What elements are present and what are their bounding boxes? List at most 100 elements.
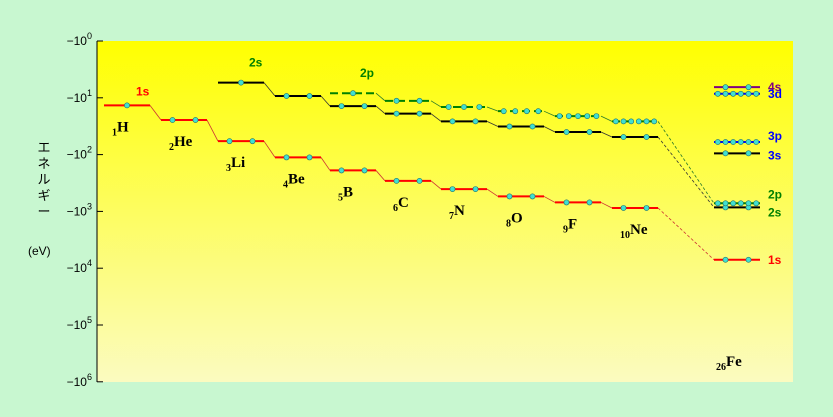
electron-dot	[338, 103, 345, 110]
electron-dot	[620, 118, 627, 125]
connector-2s	[600, 131, 613, 138]
electron-dot	[745, 84, 752, 91]
electron-dot	[283, 93, 290, 99]
element-label: 3Li	[226, 155, 245, 174]
electron-dot	[737, 200, 744, 207]
electron-dot	[449, 186, 456, 193]
electron-dot	[722, 256, 729, 263]
electron-dot	[338, 167, 345, 174]
connector-1s	[543, 196, 556, 203]
electron-dot	[722, 139, 729, 145]
electron-dot	[745, 200, 752, 207]
orbital-label: 2s	[249, 56, 263, 70]
connector-1s	[657, 207, 715, 261]
electron-dot	[449, 118, 456, 125]
orbital-label: 4s	[768, 80, 782, 94]
element-label: 8O	[506, 210, 523, 229]
orbital-label: 2p	[768, 187, 782, 201]
electron-dot	[476, 104, 483, 110]
electron-dot	[124, 102, 130, 109]
electron-dot	[445, 104, 452, 110]
y-axis-label: エネルギー	[37, 141, 50, 220]
electron-dot	[620, 205, 627, 211]
electron-dot	[651, 118, 658, 125]
electron-dot	[461, 104, 467, 110]
electron-dot	[350, 90, 356, 97]
electron-dot	[169, 117, 176, 123]
connector-2s	[320, 95, 331, 107]
electron-dot	[745, 150, 752, 157]
electron-dot	[393, 110, 400, 117]
electron-dot	[575, 113, 581, 120]
electron-dot	[753, 200, 760, 207]
connector-2p	[600, 115, 613, 122]
orbital-label: 1s	[768, 253, 782, 267]
connector-2s	[543, 126, 556, 133]
connector-1s	[320, 157, 331, 171]
electron-dot	[563, 129, 570, 135]
electron-dot	[416, 97, 423, 104]
electron-dot	[393, 97, 400, 104]
connector-2p	[543, 110, 556, 117]
electron-dot	[192, 117, 199, 123]
element-label: 1H	[112, 119, 129, 138]
electron-dot	[722, 84, 729, 91]
electron-dot	[722, 200, 729, 207]
element-label: 5B	[338, 184, 353, 203]
element-label: 6C	[393, 195, 409, 214]
electron-dot	[753, 90, 760, 97]
connector-2s	[263, 82, 276, 97]
electron-dot	[523, 108, 530, 115]
orbital-label: 2p	[360, 66, 374, 80]
electron-dot	[643, 205, 650, 211]
electron-dot	[361, 167, 368, 174]
y-tick-label: −100	[67, 31, 92, 48]
electron-dot	[643, 134, 650, 140]
electron-dot	[472, 118, 479, 125]
connector-lines	[149, 82, 715, 261]
electron-dot	[737, 90, 744, 97]
electron-dot	[563, 199, 570, 206]
y-tick-label: −106	[67, 372, 92, 389]
electron-dot	[416, 177, 423, 184]
y-tick-label: −105	[67, 315, 92, 332]
element-label: 26Fe	[716, 354, 742, 373]
connector-1s	[206, 119, 219, 142]
electron-dot	[361, 103, 368, 110]
plot-area	[97, 41, 793, 382]
element-label: 10Ne	[620, 222, 648, 241]
electron-dot	[586, 129, 593, 135]
electron-dot	[730, 90, 737, 97]
element-label: 7N	[449, 203, 465, 222]
electron-dot	[722, 90, 729, 97]
orbital-label: 3p	[768, 129, 782, 143]
electron-dot	[628, 118, 635, 125]
electron-dot	[635, 118, 642, 125]
y-tick-label: −101	[67, 88, 92, 105]
electron-dot	[714, 139, 721, 145]
electron-dot	[745, 90, 752, 97]
electron-dot	[565, 113, 572, 120]
connector-1s	[486, 188, 499, 197]
connector-2p	[430, 100, 442, 108]
electron-dot	[730, 139, 737, 145]
electron-dot	[714, 200, 721, 207]
connector-1s	[600, 202, 613, 209]
connector-1s	[263, 140, 276, 158]
electron-dot	[500, 108, 507, 115]
electron-dot	[753, 139, 760, 145]
electron-dot	[283, 154, 290, 161]
electron-dot	[722, 150, 729, 157]
electron-dot	[586, 199, 593, 206]
energy-levels	[104, 79, 760, 263]
electron-dot	[529, 123, 536, 130]
connector-2p	[375, 92, 386, 102]
electron-dot	[714, 90, 721, 97]
electron-dot	[416, 110, 423, 117]
orbital-label: 2s	[768, 205, 782, 219]
electron-dot	[529, 193, 536, 200]
orbital-label: 3s	[768, 148, 782, 162]
electron-dot	[306, 93, 313, 99]
